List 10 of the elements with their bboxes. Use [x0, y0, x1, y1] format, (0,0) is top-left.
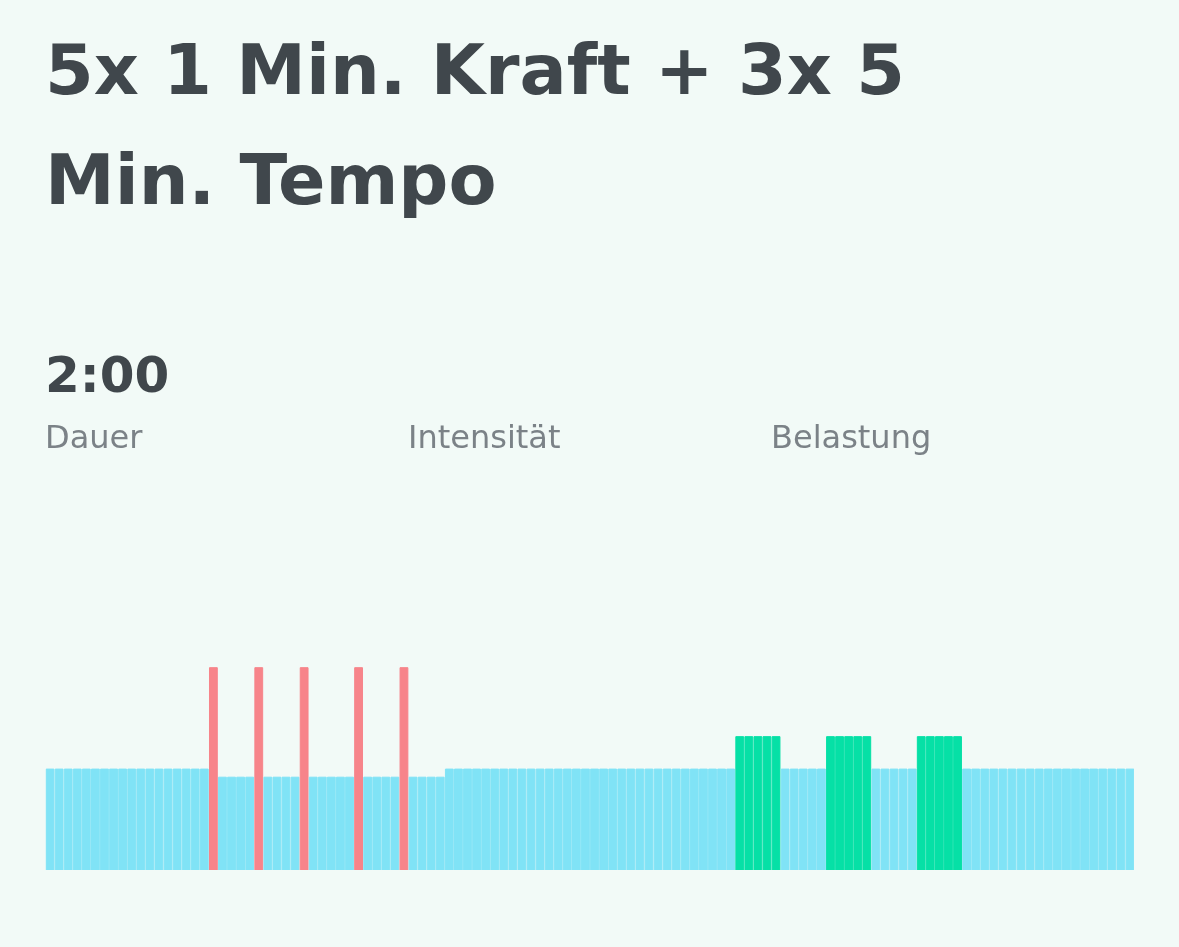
text: Dauer: [45, 417, 143, 458]
text: Intensität: [408, 417, 561, 458]
bar: [299, 667, 309, 870]
text: Belastung: [771, 417, 932, 458]
bar: [254, 667, 264, 870]
bar: [208, 667, 218, 870]
text: 2:00: [45, 345, 170, 406]
bar: [354, 667, 363, 870]
bar: [399, 667, 409, 870]
chart-title: 5x 1 Min. Kraft + 3x 5 Min. Tempo: [45, 28, 906, 223]
